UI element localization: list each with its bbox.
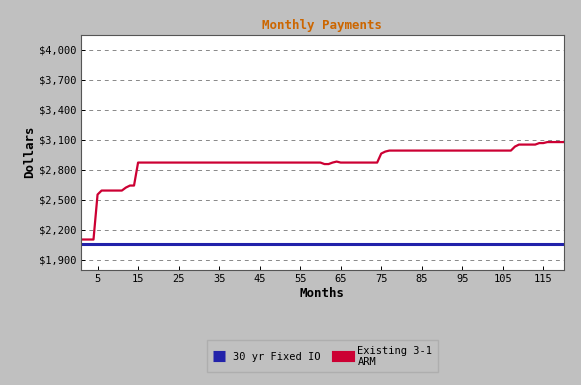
Existing 3-1
ARM <box>544 140 551 144</box>
Y-axis label: Dollars: Dollars <box>23 126 36 178</box>
Title: Monthly Payments: Monthly Payments <box>263 19 382 32</box>
Existing 3-1
ARM <box>560 140 567 144</box>
Existing 3-1
ARM <box>207 160 214 165</box>
Existing 3-1
ARM <box>78 237 85 242</box>
Existing 3-1
ARM <box>345 160 352 165</box>
Existing 3-1
ARM <box>179 160 186 165</box>
X-axis label: Months: Months <box>300 287 345 300</box>
Existing 3-1
ARM <box>459 148 466 153</box>
Existing 3-1
ARM <box>410 148 417 153</box>
Existing 3-1
ARM <box>548 140 555 144</box>
Legend: 30 yr Fixed IO, Existing 3-1
ARM: 30 yr Fixed IO, Existing 3-1 ARM <box>207 340 437 372</box>
Line: Existing 3-1
ARM: Existing 3-1 ARM <box>81 142 564 239</box>
